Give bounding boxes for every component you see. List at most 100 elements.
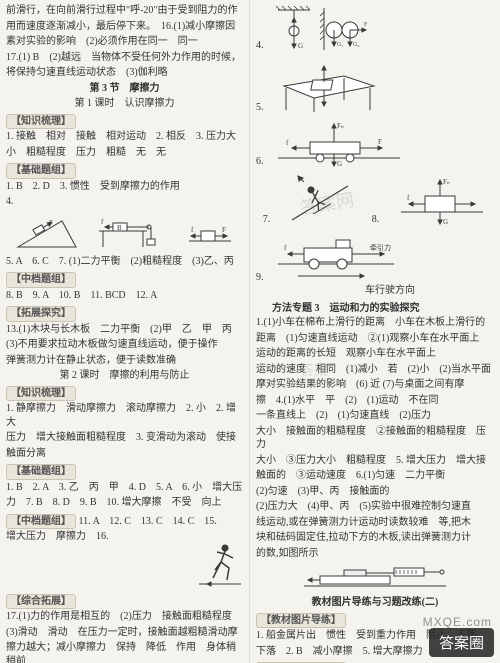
fig-skier-icon xyxy=(288,172,358,226)
m3-l11: (2)压力大 (4)甲、丙 (5)实验中很难控制匀速直 xyxy=(256,500,494,514)
svg-text:G: G xyxy=(443,218,448,226)
figure-row-r5: 5. xyxy=(256,56,494,114)
svg-text:Fₙ: Fₙ xyxy=(443,178,450,186)
zhishi2-l0: 1. 静摩擦力 滑动摩擦力 滚动摩擦力 2. 小 2. 增大 xyxy=(6,402,243,429)
zhongdang2-l0: 11. A 12. C 13. C 14. C 15. xyxy=(79,516,217,527)
m3-l3: 运动的速度 相同 (1)减小 若 (2)小 (2)当水平面 xyxy=(256,363,494,377)
tag-jichu-2: 【基础题组】 xyxy=(6,464,76,480)
fig-incline-block-icon: F xyxy=(16,211,78,251)
svg-text:F: F xyxy=(364,22,368,28)
fig-hang-ball-icon: G xyxy=(274,6,314,52)
tag-zonghe: 【综合拓展】 xyxy=(6,594,76,610)
fig-table-block-icon: B f xyxy=(97,211,167,251)
r8-num: 8. xyxy=(372,213,384,227)
figure-row-q4-left: F B f xyxy=(6,211,243,251)
corner-badge: 答案圈 xyxy=(429,628,494,657)
svg-text:牵引力: 牵引力 xyxy=(370,243,391,252)
tag-zhishi-1: 【知识梳理】 xyxy=(6,114,76,130)
tag-jichu-1: 【基础题组】 xyxy=(6,163,76,179)
method3-title: 方法专题 3 运动和力的实验探究 xyxy=(272,302,494,316)
top-line-4: 将保持匀速直线运动状态 (3)伽利略 xyxy=(6,66,243,80)
m3-l2: 运动的距离的长短 观察小车在水平面上 xyxy=(256,347,494,361)
m3-l7: 大小 接触面的粗糙程度 ②接触面的粗糙程度 压力 xyxy=(256,425,494,452)
svg-text:f: f xyxy=(407,194,410,202)
m3-l6: 一条直线上 (2) (1)匀速直线 (2)压力 xyxy=(256,409,494,423)
fig-small-block-icon: F f xyxy=(187,211,233,251)
section-3-title-row: 第 3 节 摩擦力 xyxy=(6,82,243,96)
svg-text:F: F xyxy=(378,138,382,146)
left-column: 前滑行，在向前滑行过程中"呼-20"由于受到阻力的作 用而速度逐渐减小，最后停下… xyxy=(0,0,250,663)
top-line-2: 素对实验的影响 (2)必须作用在同一 同一 xyxy=(6,35,243,49)
jichu1-l1: 4. xyxy=(6,195,243,209)
jichu2-l1: 力 7. B 8. D 9. B 10. 增大摩擦 不受 向上 xyxy=(6,496,243,510)
fig-runner-icon xyxy=(197,540,243,588)
right-column: 4. G G₁ xyxy=(250,0,500,663)
fig-wall-balls-icon: G₁ G₂ F xyxy=(320,6,374,52)
fig-spring-pull-icon xyxy=(300,562,450,592)
r9-num: 9. xyxy=(256,271,268,285)
fig-desk-icon xyxy=(274,56,384,114)
jichu1-after: 5. A 6. C 7. (1)二力平衡 (2)粗糙程度 (3)乙、丙 xyxy=(6,255,243,269)
svg-text:G: G xyxy=(298,42,303,50)
corner-url: MXQE.com xyxy=(423,615,492,629)
zhishi2-l2: 触面分离 xyxy=(6,447,243,461)
tag-zhishi-2: 【知识梳理】 xyxy=(6,386,76,402)
top-line-3: 17.(1) B (2)越远 当物体不受任何外力作用的时候， xyxy=(6,51,243,65)
m3-l4: 摩对实验结果的影响 (6) 近 (7)与桌面之间有摩 xyxy=(256,378,494,392)
tuozhan1-l0: 13.(1)木块与长木板 二力平衡 (2)甲 乙 甲 丙 xyxy=(6,323,243,337)
svg-text:G: G xyxy=(337,160,342,168)
m3-l10: (2)匀速 (3)甲、丙 接触面的 xyxy=(256,485,494,499)
zonghe-l0: 17.(1)力的作用是相互的 (2)压力 接触面粗糙程度 xyxy=(6,610,243,624)
jiaocai-title: 教材图片导练与习题改练(二) xyxy=(256,596,494,610)
m3-l0: 1.(1)小车在棉布上滑行的距离 小车在木板上滑行的 xyxy=(256,316,494,330)
jichu1-l0: 1. B 2. D 3. 惯性 受到摩擦力的作用 xyxy=(6,180,243,194)
top-line-1: 用而速度逐渐减小，最后停下来。 16.(1)减小摩擦因 xyxy=(6,20,243,34)
jichu2-l0: 1. B 2. A 3. 乙 丙 甲 4. D 5. A 6. 小 增大压 xyxy=(6,481,243,495)
r6-num: 6. xyxy=(256,155,268,169)
fig-car-direction-icon: 牵引力 f xyxy=(274,230,424,284)
svg-text:f: f xyxy=(286,139,289,147)
page-root: 前滑行，在向前滑行过程中"呼-20"由于受到阻力的作 用而速度逐渐减小，最后停下… xyxy=(0,0,500,663)
figure-row-r6: 6. Fₙ G f F xyxy=(256,118,494,168)
zhishi2-l1: 压力 增大接触面粗糙程度 3. 变滑动为滚动 使接 xyxy=(6,431,243,445)
fig-block-forces-icon: Fₙ G f xyxy=(397,172,487,226)
svg-text:F: F xyxy=(222,226,226,234)
section-3-sub1: 第 1 课时 认识摩擦力 xyxy=(6,97,243,111)
zonghe-l1: (3)滑动 滑动 在压力一定时，接触面越粗糙滑动摩 xyxy=(6,626,243,640)
section-3-title: 第 3 节 摩擦力 xyxy=(90,82,160,96)
r9-label: 车行驶方向 xyxy=(286,284,494,298)
svg-text:f: f xyxy=(284,244,287,252)
svg-text:Fₙ: Fₙ xyxy=(337,122,344,130)
r7-num: 7. xyxy=(263,213,275,227)
svg-text:f: f xyxy=(191,226,194,234)
top-line-0: 前滑行，在向前滑行过程中"呼-20"由于受到阻力的作 xyxy=(6,4,243,18)
m3-l5: 擦 4.(1)水平 平 (2) (1)运动 不在同 xyxy=(256,394,494,408)
m3-l13: 块和砝码固定住,拉动下方的木板,读出弹簧测力计 xyxy=(256,531,494,545)
svg-text:F: F xyxy=(49,219,53,227)
figure-row-r7: 7. 8. Fₙ xyxy=(256,172,494,226)
fig-cart-forces-icon: Fₙ G f F xyxy=(274,118,404,168)
m3-l14: 的数,如图所示 xyxy=(256,547,494,561)
r4-num: 4. xyxy=(256,39,268,53)
tag-tuozhan-1: 【拓展探究】 xyxy=(6,306,76,322)
r5-num: 5. xyxy=(256,101,268,115)
m3-l9: 触面的 ③运动速度 6.(1)匀速 二力平衡 xyxy=(256,469,494,483)
zonghe-l2: 擦力越大；减小摩擦力 保持 降低 作用 身体稍稍前 xyxy=(6,641,243,663)
tag-zhongdang-2: 【中档题组】 xyxy=(6,514,76,530)
m3-l12: 线运动,或在弹簧测力计运动时读数较难 等,把木 xyxy=(256,516,494,530)
tuozhan1-l2: 弹簧测力计在静止状态，便于读数准确 xyxy=(6,354,243,368)
tag-zhongdang-1: 【中档题组】 xyxy=(6,272,76,288)
figure-row-r1: 4. G G₁ xyxy=(256,6,494,52)
svg-text:G₁: G₁ xyxy=(337,42,343,48)
figure-row-spring xyxy=(256,562,494,592)
tuozhan1-l1: (3)不用要求拉动木板做匀速直线运动，便于操作 xyxy=(6,338,243,352)
svg-text:f: f xyxy=(101,218,104,226)
zhishi1-l1: 小 粗糙程度 压力 粗糙 无 无 xyxy=(6,146,243,160)
m3-l1: 距离 (1)匀速直线运动 ②(1)观察小车在水平面上 xyxy=(256,332,494,346)
zhishi1-l0: 1. 接触 相对 接触 相对运动 2. 相反 3. 压力大 xyxy=(6,130,243,144)
svg-text:G₂: G₂ xyxy=(353,42,359,48)
figure-row-runner xyxy=(6,540,243,588)
section-3-sub2: 第 2 课时 摩擦的利用与防止 xyxy=(6,369,243,383)
m3-l8: 大小 ③压力大小 粗糙程度 5. 增大压力 增大接 xyxy=(256,454,494,468)
zhongdang1-l0: 8. B 9. A 10. B 11. BCD 12. A xyxy=(6,289,243,303)
